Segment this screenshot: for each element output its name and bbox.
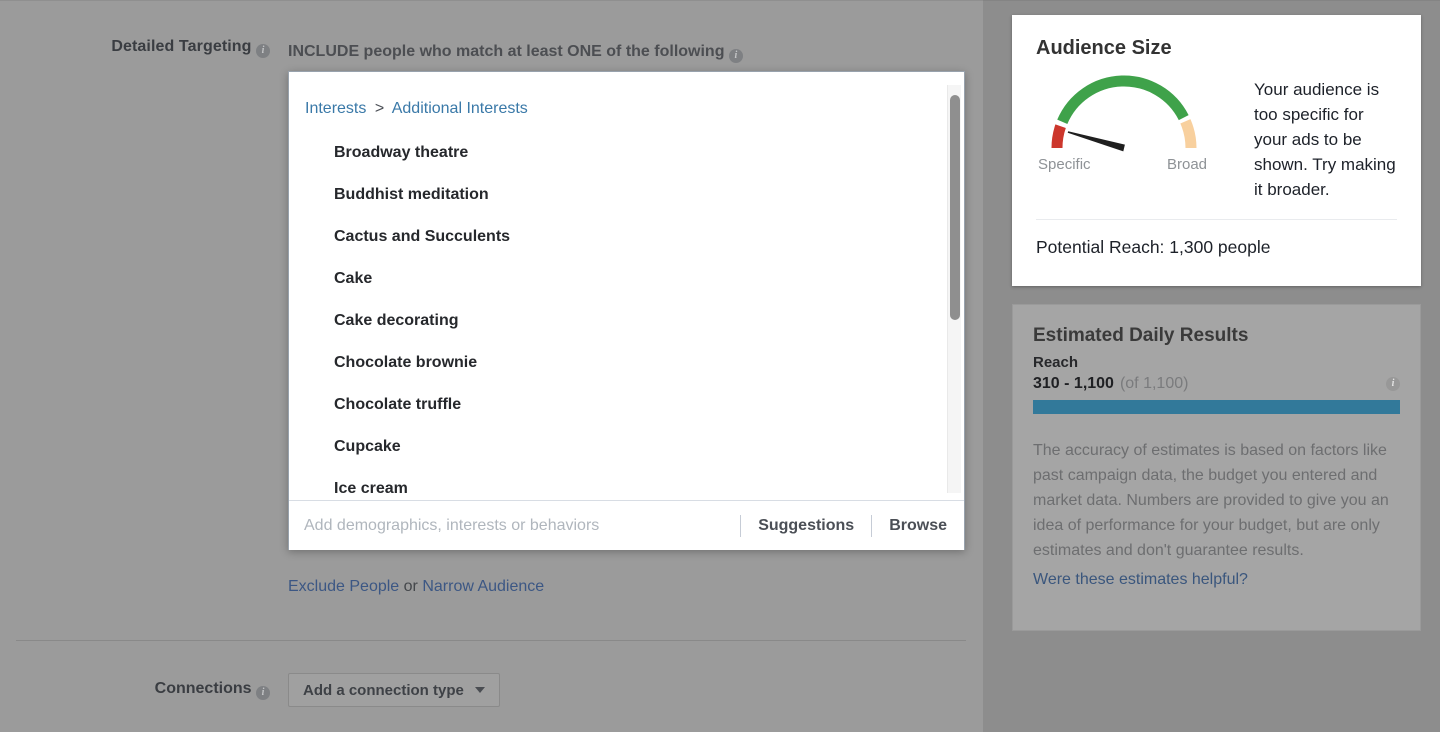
list-item[interactable]: Ice cream: [334, 480, 408, 497]
include-header-text: INCLUDE people who match at least ONE of…: [288, 43, 725, 60]
audience-gauge: Specific Broad: [1036, 74, 1228, 202]
chevron-down-icon: [474, 687, 485, 693]
list-item[interactable]: Cake: [334, 270, 373, 287]
estimates-feedback-link[interactable]: Were these estimates helpful?: [1033, 571, 1248, 588]
suggestions-button[interactable]: Suggestions: [741, 517, 871, 535]
targeting-suggestions-dropdown: Interests > Additional Interests Broadwa…: [288, 71, 965, 550]
audience-size-card: Audience Size Specific Broad Your audien…: [1012, 15, 1421, 286]
info-icon[interactable]: i: [256, 44, 270, 58]
detailed-targeting-label: Detailed Targeting: [111, 38, 252, 55]
audience-size-title: Audience Size: [1036, 37, 1172, 59]
breadcrumb: Interests > Additional Interests: [305, 100, 964, 120]
suggestions-list: Interests > Additional Interests Broadwa…: [289, 72, 964, 500]
card-divider: [1036, 219, 1397, 220]
reach-progress-bar: [1033, 400, 1400, 414]
exclude-narrow-row: Exclude People or Narrow Audience: [288, 578, 544, 596]
breadcrumb-interests-link[interactable]: Interests: [305, 100, 367, 117]
estimated-daily-results-title: Estimated Daily Results: [1033, 325, 1249, 346]
list-item[interactable]: Cake decorating: [334, 312, 459, 329]
scrollbar-track[interactable]: [947, 85, 961, 493]
info-icon[interactable]: i: [256, 686, 270, 700]
narrow-audience-link[interactable]: Narrow Audience: [422, 578, 545, 595]
gauge-specific-label: Specific: [1038, 156, 1091, 173]
audience-gauge-row: Specific Broad Your audience is too spec…: [1036, 74, 1397, 202]
list-item[interactable]: Chocolate brownie: [334, 354, 478, 371]
scrollbar-thumb[interactable]: [950, 95, 960, 320]
add-connection-type-label: Add a connection type: [303, 681, 464, 699]
or-text: or: [403, 578, 418, 595]
exclude-people-link[interactable]: Exclude People: [288, 578, 400, 595]
targeting-search-input[interactable]: [289, 516, 741, 535]
include-header: INCLUDE people who match at least ONE of…: [288, 43, 743, 63]
targeting-section: Detailed Targeting i INCLUDE people who …: [0, 0, 983, 707]
list-item[interactable]: Buddhist meditation: [334, 186, 489, 203]
breadcrumb-separator: >: [374, 100, 385, 117]
list-item[interactable]: Cactus and Succulents: [334, 228, 511, 245]
estimated-daily-results-card: Estimated Daily Results Reach 310 - 1,10…: [1012, 304, 1421, 631]
right-rail: Audience Size Specific Broad Your audien…: [983, 0, 1440, 732]
gauge-needle-icon: [1067, 131, 1125, 152]
potential-reach: Potential Reach: 1,300 people: [1036, 237, 1271, 257]
breadcrumb-additional-interests-link[interactable]: Additional Interests: [391, 100, 528, 117]
reach-range-value: 310 - 1,100: [1033, 375, 1114, 392]
divider: [740, 514, 742, 537]
gauge-broad-label: Broad: [1167, 156, 1207, 173]
list-item[interactable]: Chocolate truffle: [334, 396, 462, 413]
audience-size-message: Your audience is too specific for your a…: [1254, 80, 1396, 199]
detailed-targeting-row-label: Detailed Targeting i: [0, 38, 270, 58]
connections-row-label: Connections i: [0, 680, 270, 700]
reach-range-of: (of 1,100): [1119, 375, 1189, 392]
connections-label: Connections: [154, 680, 252, 697]
divider: [871, 514, 873, 537]
info-icon[interactable]: i: [728, 49, 743, 63]
browse-button[interactable]: Browse: [872, 517, 964, 535]
reach-metric-label: Reach: [1033, 354, 1079, 371]
add-connection-type-button[interactable]: Add a connection type: [288, 673, 500, 707]
gauge-meter-icon: Specific Broad: [1038, 75, 1207, 173]
estimates-disclaimer: The accuracy of estimates is based on fa…: [1033, 442, 1389, 559]
section-divider: [16, 640, 966, 641]
list-item[interactable]: Broadway theatre: [334, 144, 469, 161]
list-item[interactable]: Cupcake: [334, 438, 401, 455]
info-icon[interactable]: i: [1386, 377, 1400, 391]
reach-range-row: 310 - 1,100 (of 1,100) i: [1033, 375, 1400, 393]
targeting-search-row: Suggestions Browse: [289, 500, 964, 550]
